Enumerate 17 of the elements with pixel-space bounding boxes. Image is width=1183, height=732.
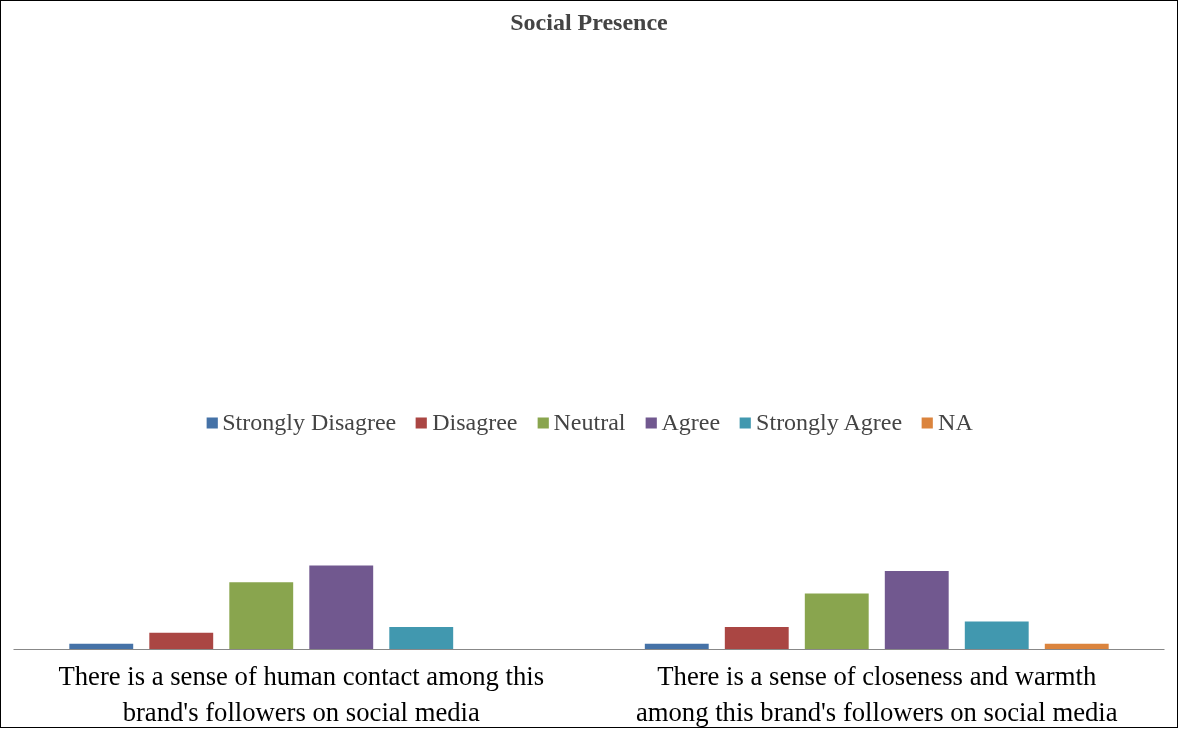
chart-title: Social Presence — [510, 8, 669, 35]
legend-label: Strongly Disagree — [222, 408, 397, 436]
legend-label: Strongly Agree — [756, 408, 903, 436]
legend-label: NA — [938, 408, 973, 436]
bar — [724, 627, 789, 650]
x-tick-label: There is a sense of closeness and warmth among this brand's followers on social media — [635, 660, 1118, 727]
x-tick-label: There is a sense of human contact among this brand's followers on social media — [58, 660, 545, 727]
legend-label: Neutral — [553, 408, 626, 436]
bar — [309, 565, 374, 650]
bar — [804, 593, 869, 650]
legend-label: Disagree — [432, 408, 518, 436]
legend-label: Agree — [661, 408, 721, 436]
bar — [884, 571, 949, 650]
bar — [229, 582, 294, 650]
bar — [964, 621, 1029, 650]
bar — [149, 632, 214, 650]
bar — [389, 627, 454, 650]
